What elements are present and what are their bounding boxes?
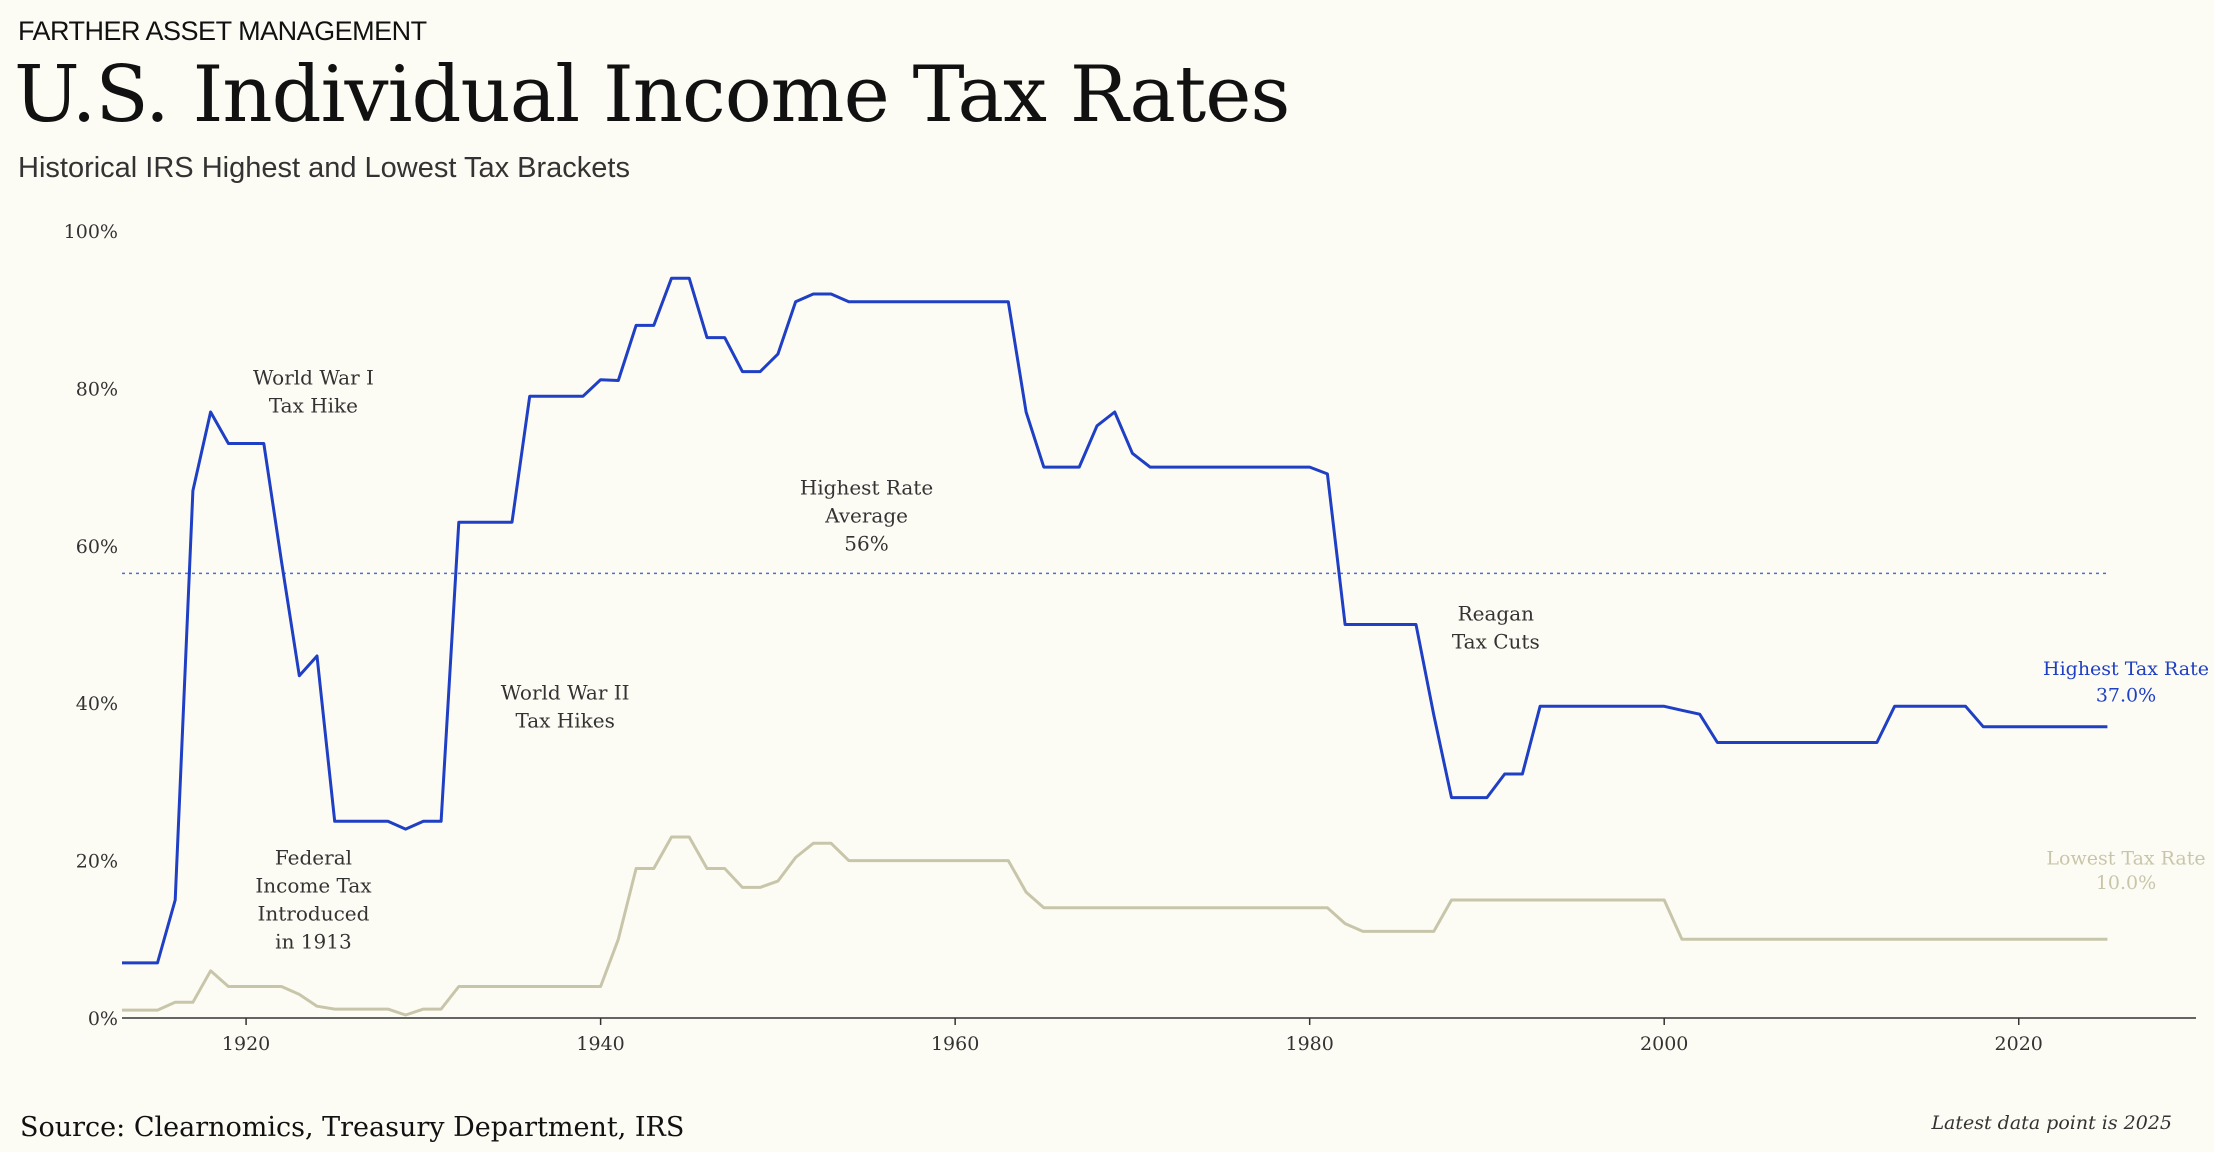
annotation-text: World War I xyxy=(253,365,374,389)
highest-rate-label: Highest Tax Rate xyxy=(2043,658,2209,680)
highest-rate-line xyxy=(122,276,2108,965)
chart-title: U.S. Individual Income Tax Rates xyxy=(14,50,1290,140)
annotation-text: Tax Hike xyxy=(269,393,358,417)
y-tick-label: 40% xyxy=(76,693,118,715)
y-tick-label: 0% xyxy=(88,1008,118,1030)
x-tick-label: 2000 xyxy=(1640,1033,1688,1055)
annotation-text: in 1913 xyxy=(275,930,352,954)
y-tick-label: 20% xyxy=(76,851,118,873)
chart-subtitle: Historical IRS Highest and Lowest Tax Br… xyxy=(18,152,630,184)
source-note: Source: Clearnomics, Treasury Department… xyxy=(20,1112,685,1143)
annotation-text: Reagan xyxy=(1458,602,1535,626)
annotation-text: Highest Rate xyxy=(800,476,933,500)
y-tick-label: 80% xyxy=(76,378,118,400)
annotation-text: Average xyxy=(824,504,908,528)
brand-name: FARTHER ASSET MANAGEMENT xyxy=(18,16,427,46)
x-tick-label: 1940 xyxy=(576,1033,624,1055)
y-tick-label: 60% xyxy=(76,536,118,558)
lowest-rate-label: Lowest Tax Rate xyxy=(2046,848,2205,870)
annotation-text: Tax Hikes xyxy=(515,708,614,732)
lowest-rate-value-label: 10.0% xyxy=(2096,872,2156,894)
latest-data-note: Latest data point is 2025 xyxy=(1931,1112,2172,1134)
lowest-rate-line xyxy=(122,835,2108,1017)
x-tick-label: 1920 xyxy=(222,1033,270,1055)
tax-rate-chart: 0% 20% 40% 60% 80% 100% 1920 1940 1960 1980 2000 20… xyxy=(64,221,2209,1055)
highest-rate-value-label: 37.0% xyxy=(2096,685,2156,707)
annotation-text: Tax Cuts xyxy=(1452,630,1540,654)
annotation-text: Income Tax xyxy=(255,874,372,898)
x-tick-label: 1980 xyxy=(1285,1033,1333,1055)
x-tick-label: 1960 xyxy=(931,1033,979,1055)
annotation-text: 56% xyxy=(844,532,888,556)
annotation-text: Introduced xyxy=(257,902,369,926)
annotation-text: World War II xyxy=(501,680,630,704)
x-tick-label: 2020 xyxy=(1995,1033,2043,1055)
annotation-text: Federal xyxy=(275,846,352,870)
y-tick-label: 100% xyxy=(64,221,118,243)
